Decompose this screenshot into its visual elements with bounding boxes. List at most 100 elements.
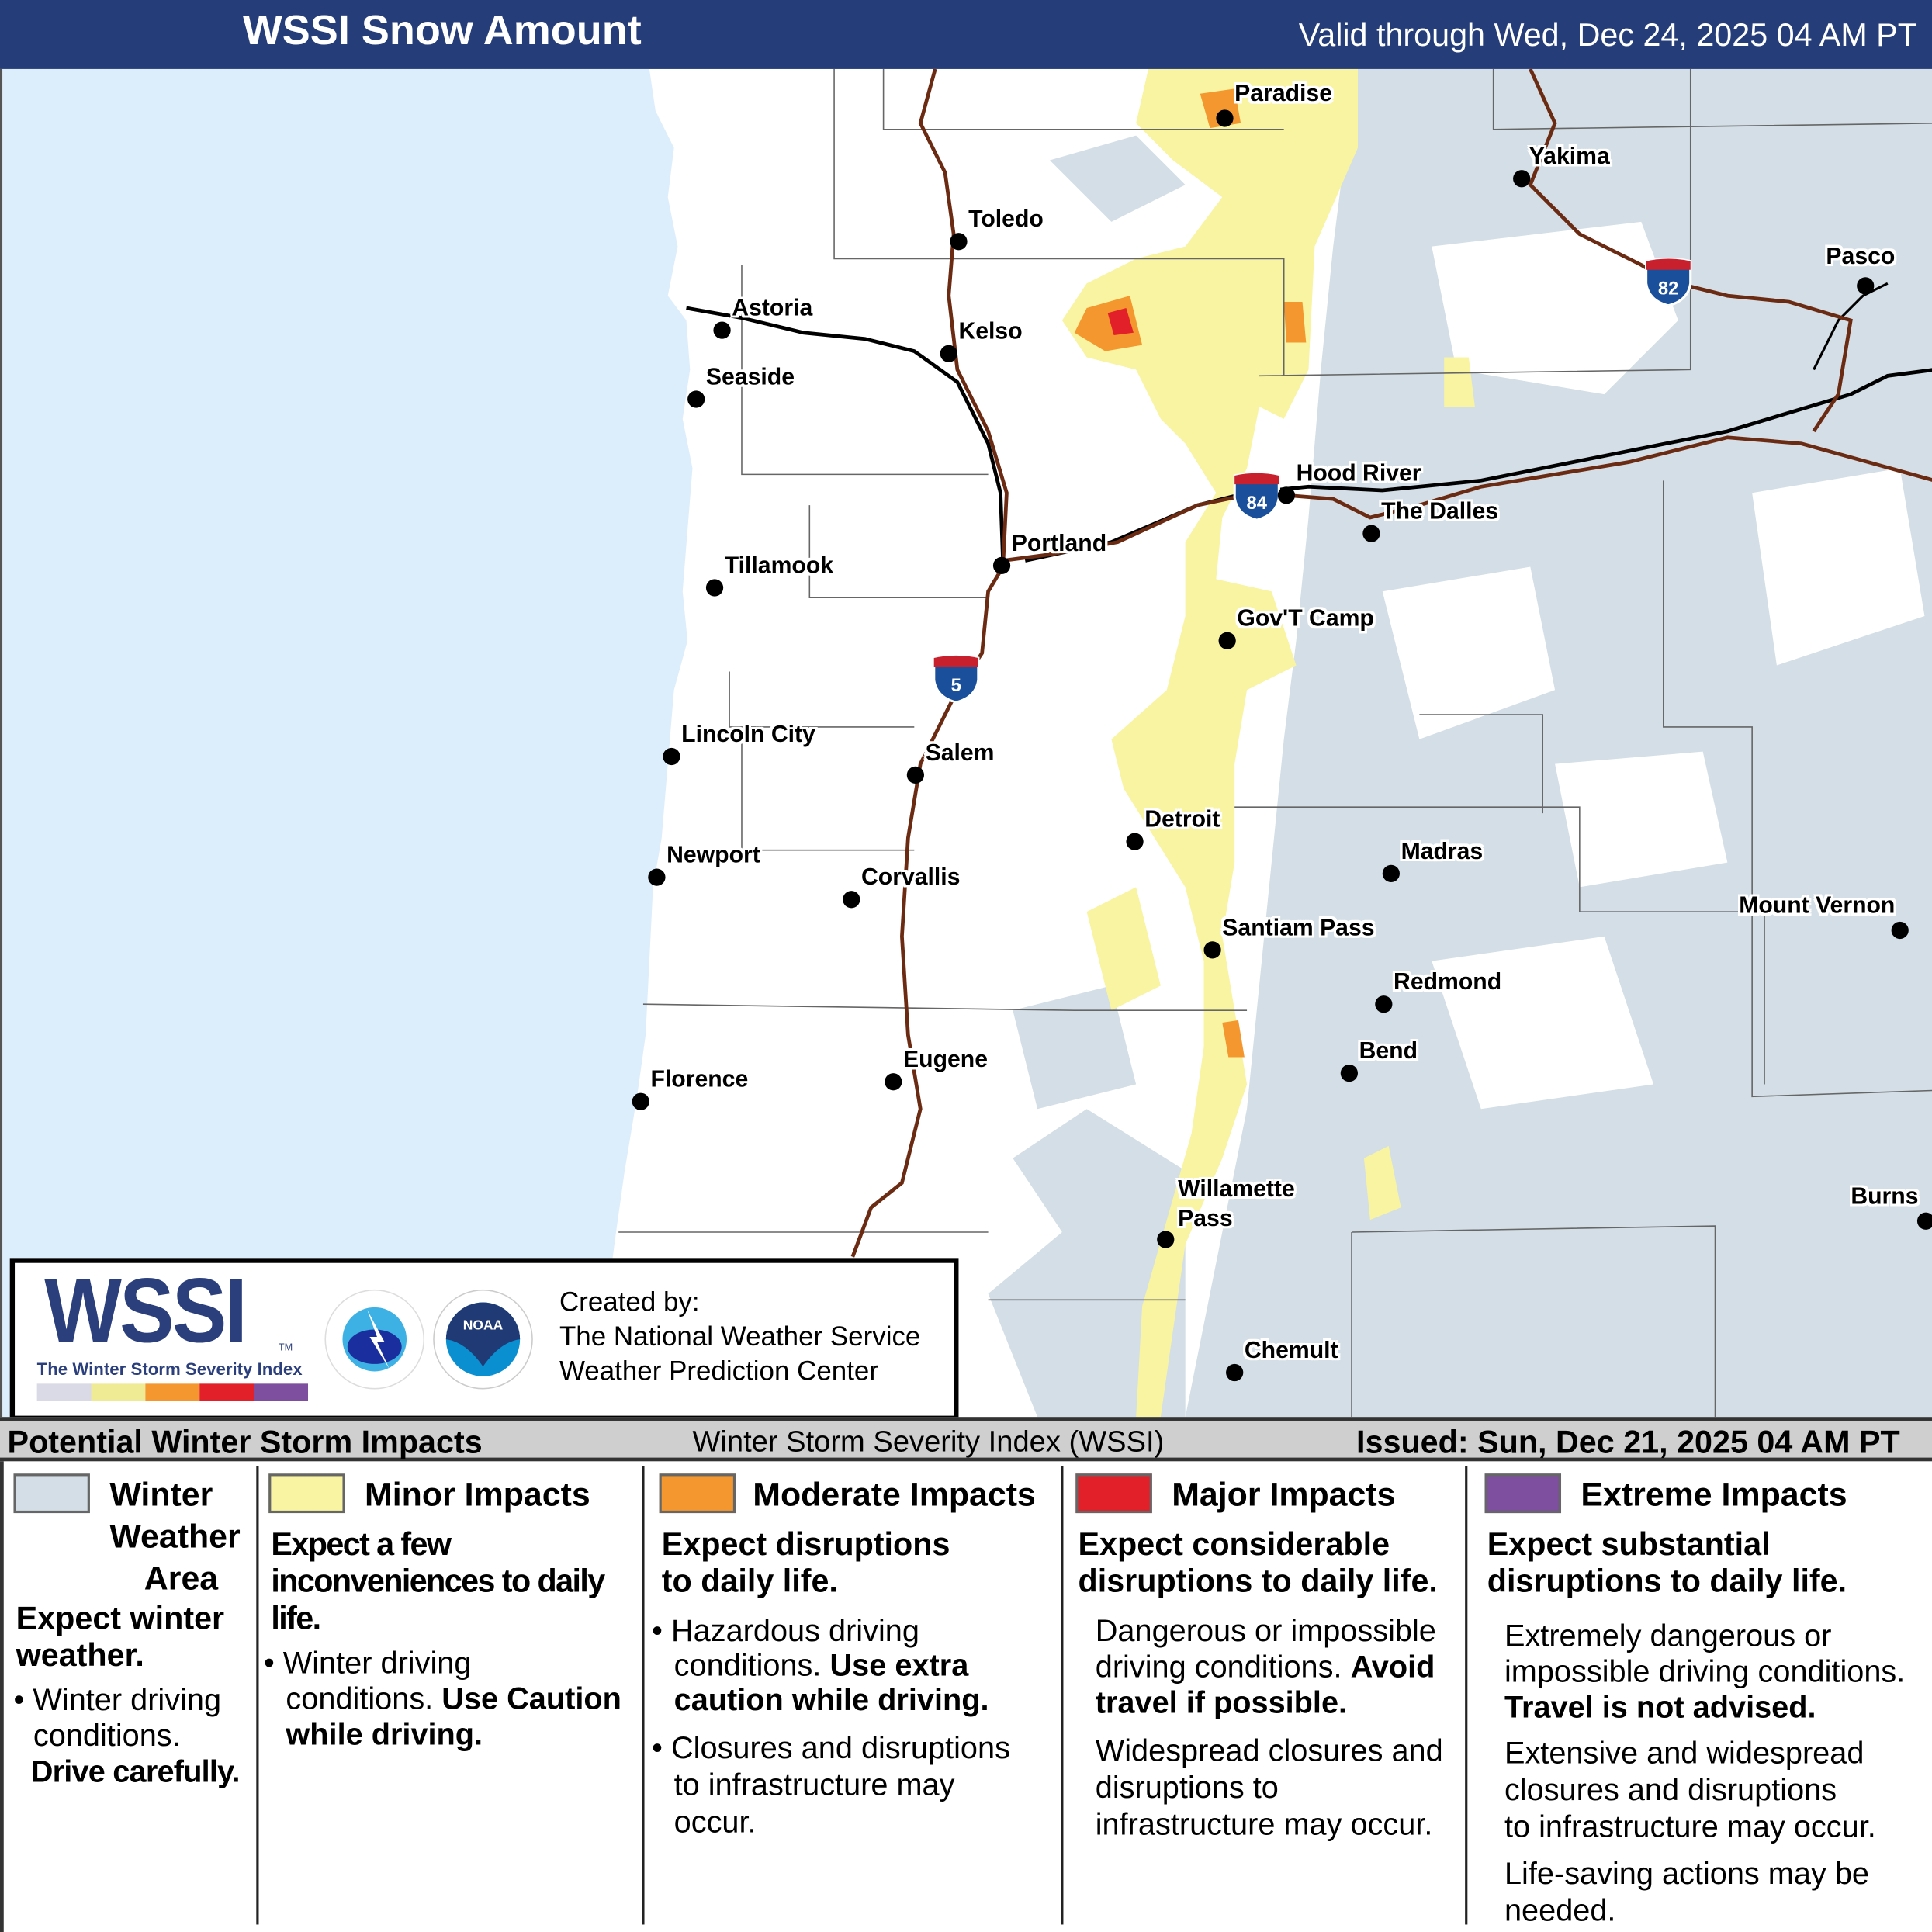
city-label: Santiam Pass xyxy=(1222,915,1375,942)
swatch-minor xyxy=(91,1383,146,1401)
city-label: Seaside xyxy=(705,365,795,391)
credit-line: The National Weather Service xyxy=(559,1321,921,1352)
city-label: Lincoln City xyxy=(681,722,815,748)
city-label: Newport xyxy=(667,843,760,869)
moderate-swatch xyxy=(659,1473,736,1514)
legend-title-bar: Potential Winter Storm Impacts Winter St… xyxy=(0,1417,1932,1462)
city-label: Mount Vernon xyxy=(1739,893,1896,919)
legend-headline: Expect considerable disruptions to daily … xyxy=(1078,1525,1438,1600)
city-dot xyxy=(1362,525,1380,542)
major-impacts-area xyxy=(1107,308,1134,335)
map-svg xyxy=(2,68,1932,1418)
swatch-winter xyxy=(36,1383,92,1401)
city-label: Florence xyxy=(650,1067,749,1093)
legend-bullet: • Closures and disruptions to infrastruct… xyxy=(652,1731,1010,1840)
city-label: Detroit xyxy=(1144,807,1220,833)
city-label: Yakima xyxy=(1529,144,1610,171)
index-name: Winter Storm Severity Index (WSSI) xyxy=(692,1425,1165,1459)
legend-headline: Expect a few inconveniences to daily life. xyxy=(271,1525,605,1636)
swatch-extreme xyxy=(254,1383,309,1401)
city-dot xyxy=(843,891,860,909)
legend-minor: Minor Impacts Expect a few inconveniences… xyxy=(264,1461,638,1924)
legend-text: Dangerous or impossible driving condition… xyxy=(1095,1614,1436,1720)
major-swatch xyxy=(1075,1473,1152,1514)
map-title: WSSI Snow Amount xyxy=(242,7,642,54)
issued-time: Issued: Sun, Dec 21, 2025 04 AM PT xyxy=(1356,1423,1900,1460)
city-label: Chemult xyxy=(1244,1338,1338,1364)
legend-headline: Expect substantial disruptions to daily l… xyxy=(1487,1525,1847,1600)
credit-text: Created by: The National Weather Service… xyxy=(559,1285,920,1388)
city-dot xyxy=(687,390,705,408)
city-dot xyxy=(1375,995,1393,1013)
city-dot xyxy=(1513,170,1531,188)
winter-weather-area xyxy=(988,68,1932,1418)
legend-title: Extreme Impacts xyxy=(1581,1476,1847,1514)
legend-major: Major Impacts Expect considerable disrupt… xyxy=(1073,1461,1465,1924)
city-label: Eugene xyxy=(903,1047,988,1074)
legend-headline: Expect winter weather. xyxy=(16,1599,225,1674)
city-label: The Dalles xyxy=(1381,499,1499,525)
city-label: Astoria xyxy=(732,296,813,322)
svg-text:84: 84 xyxy=(1247,493,1268,514)
credit-line: Weather Prediction Center xyxy=(559,1355,879,1387)
state-boundary-east xyxy=(1813,282,1889,371)
swatch-moderate xyxy=(145,1383,200,1401)
city-label: Burns xyxy=(1851,1184,1919,1210)
city-label: Bend xyxy=(1359,1038,1418,1065)
legend-bullet: • Hazardous driving conditions. Use extra… xyxy=(652,1614,989,1718)
city-label: Tillamook xyxy=(724,553,834,580)
city-dot xyxy=(1857,277,1875,295)
city-label: Gov'T Camp xyxy=(1237,606,1374,632)
city-label: Redmond xyxy=(1394,969,1502,996)
snow-free-patches xyxy=(1382,221,1925,1110)
interstate-82-shield: 82 xyxy=(1644,257,1692,306)
legend-winter-weather: Winter Weather Area Expect winter weather. … xyxy=(11,1461,254,1924)
legend-title: Winter Weather Area xyxy=(109,1476,241,1598)
city-dot xyxy=(940,345,957,362)
legend-text: Extremely dangerous or impossible driving… xyxy=(1504,1619,1906,1726)
city-dot xyxy=(1916,1212,1932,1230)
minor-swatch xyxy=(268,1473,345,1514)
city-label: Kelso xyxy=(958,319,1023,345)
city-dot xyxy=(1226,1363,1244,1382)
legend-heading: Potential Winter Storm Impacts xyxy=(7,1423,483,1460)
city-label: Hood River xyxy=(1296,460,1421,487)
divider xyxy=(642,1466,645,1925)
city-dot xyxy=(705,579,724,597)
legend-title: Moderate Impacts xyxy=(753,1476,1036,1514)
legend-title: Major Impacts xyxy=(1172,1476,1396,1514)
city-label: Salem xyxy=(925,740,995,767)
noaa-logo-icon: NOAA xyxy=(433,1289,533,1390)
city-dot xyxy=(663,747,680,766)
map-area: 84 82 5 Paradise Yakima Toledo Pasco Ast… xyxy=(0,68,1932,1418)
city-dot xyxy=(906,766,925,784)
city-dot xyxy=(1277,486,1295,504)
city-label: Madras xyxy=(1401,839,1484,865)
city-dot xyxy=(950,233,968,251)
city-label: Corvallis xyxy=(861,864,961,892)
wssi-color-bar xyxy=(36,1383,309,1401)
city-dot xyxy=(885,1073,902,1091)
legend-text: Extensive and widespread closures and dis… xyxy=(1504,1736,1876,1845)
valid-time: Valid through Wed, Dec 24, 2025 04 AM PT xyxy=(1298,16,1917,54)
city-dot xyxy=(1382,864,1400,883)
legend-text: Life-saving actions may be needed. xyxy=(1504,1857,1869,1929)
city-dot xyxy=(1216,109,1234,127)
divider xyxy=(1061,1466,1064,1925)
city-dot xyxy=(1126,833,1144,850)
trademark: TM xyxy=(278,1342,293,1353)
header-bar: WSSI Snow Amount Valid through Wed, Dec … xyxy=(0,0,1932,69)
svg-text:5: 5 xyxy=(951,675,961,696)
minor-impacts-area xyxy=(1061,68,1475,1418)
city-label: Toledo xyxy=(968,206,1044,234)
extreme-swatch xyxy=(1484,1473,1562,1514)
city-dot xyxy=(1157,1231,1175,1248)
swatch-major xyxy=(199,1383,254,1401)
interstate-84-shield: 84 xyxy=(1233,472,1280,521)
svg-text:NOAA: NOAA xyxy=(463,1317,504,1332)
legend-extreme: Extreme Impacts Expect substantial disrup… xyxy=(1482,1461,1932,1928)
city-dot xyxy=(1203,941,1221,959)
wssi-tagline: The Winter Storm Severity Index xyxy=(36,1359,303,1379)
svg-text:82: 82 xyxy=(1658,279,1679,299)
